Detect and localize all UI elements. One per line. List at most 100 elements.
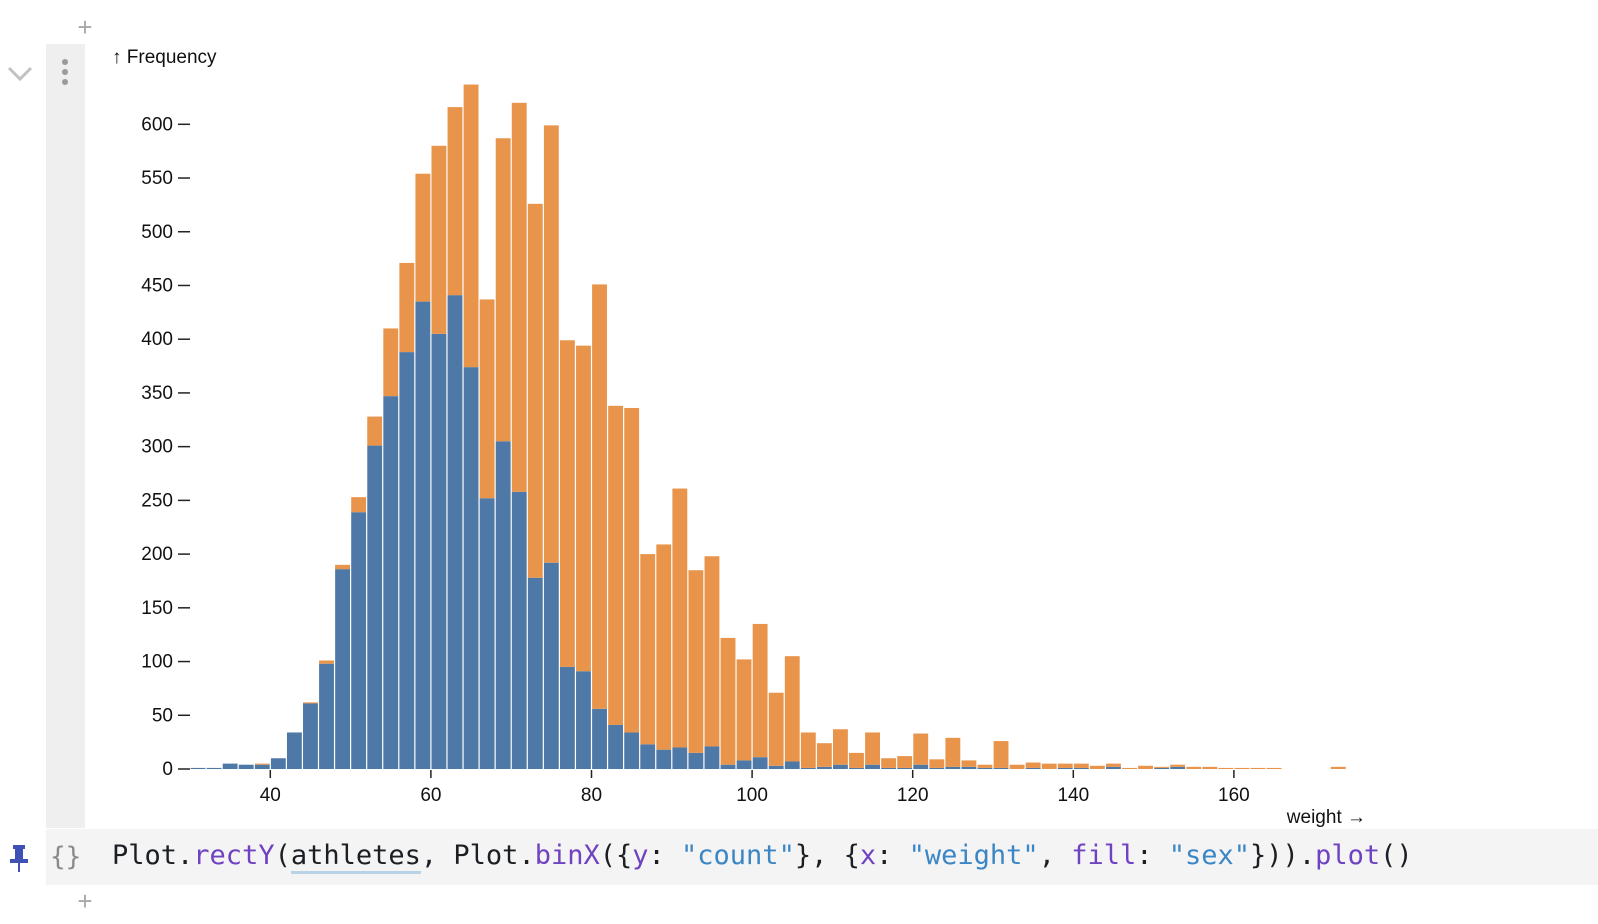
code-token: ,: [1038, 840, 1072, 871]
vertical-dots-icon[interactable]: [58, 58, 72, 88]
bar-male: [495, 441, 511, 769]
bar-female: [672, 488, 688, 748]
x-tick-label: 60: [420, 785, 441, 806]
bar-male: [1025, 767, 1041, 769]
bar-female: [254, 763, 270, 765]
y-tick-label: 250: [141, 490, 173, 511]
bar-female: [415, 173, 431, 302]
chevron-down-icon[interactable]: [6, 62, 34, 86]
bar-female: [1202, 766, 1218, 769]
code-token: })): [1250, 840, 1299, 871]
bar-male: [929, 767, 945, 769]
pin-icon[interactable]: [8, 843, 30, 873]
bar-male: [351, 512, 367, 769]
bar-female: [511, 102, 527, 492]
previous-cell-edge: [0, 0, 1598, 8]
bar-male: [383, 396, 399, 769]
bar-female: [1234, 767, 1250, 769]
bar-male: [961, 766, 977, 769]
code-token: :: [1136, 840, 1169, 871]
bar-female: [1250, 767, 1266, 769]
y-tick-label: 200: [141, 544, 173, 565]
bar-male: [559, 666, 575, 769]
x-axis-label: weight →: [1286, 807, 1366, 828]
bar-female: [399, 262, 415, 353]
bar-female: [720, 637, 736, 765]
bar-male: [784, 761, 800, 769]
bar-male: [238, 764, 254, 769]
bar-female: [1041, 763, 1057, 769]
bar-female: [816, 743, 832, 767]
bar-male: [977, 767, 993, 769]
bar-female: [1218, 767, 1234, 769]
code-token: :: [648, 840, 682, 871]
bar-female: [463, 84, 479, 368]
bar-female: [1186, 766, 1202, 769]
bar-female: [1009, 764, 1025, 769]
bar-female: [800, 732, 816, 768]
bar-male: [415, 301, 431, 769]
bar-male: [527, 577, 543, 769]
bar-male: [913, 764, 929, 769]
bar-female: [1170, 764, 1186, 767]
x-tick-label: 140: [1057, 785, 1089, 806]
bar-female: [479, 299, 495, 499]
y-tick-label: 600: [141, 114, 173, 135]
code-token: Plot: [112, 840, 178, 871]
bar-female: [913, 733, 929, 765]
bar-female: [303, 702, 318, 704]
y-tick-label: 450: [141, 275, 173, 296]
cell-gutter[interactable]: [46, 44, 85, 828]
bar-female: [865, 732, 880, 765]
bar-male: [768, 765, 784, 769]
bar-male: [463, 367, 479, 769]
code-token: (: [274, 840, 291, 871]
x-tick-label: 40: [260, 785, 281, 806]
bar-male: [945, 766, 961, 769]
code-editor[interactable]: [46, 829, 1598, 885]
bar-female: [592, 284, 607, 709]
bar-male: [993, 767, 1009, 769]
bar-male: [624, 732, 640, 769]
bar-female: [768, 692, 784, 766]
x-tick-label: 100: [736, 785, 768, 806]
add-cell-below-plus-icon[interactable]: +: [77, 886, 93, 916]
y-tick-label: 400: [141, 329, 173, 350]
bar-male: [576, 671, 591, 769]
bar-female: [319, 660, 334, 664]
code-token: "weight": [908, 840, 1039, 871]
x-tick-label: 160: [1218, 785, 1250, 806]
bar-male: [367, 445, 383, 769]
bar-male: [897, 767, 913, 769]
bar-female: [784, 656, 800, 762]
bar-female: [608, 405, 624, 725]
code-variable-athletes[interactable]: athletes: [290, 840, 421, 874]
bar-female: [688, 570, 704, 753]
bar-male: [849, 767, 864, 769]
bar-male: [399, 352, 415, 769]
bar-female: [1330, 766, 1346, 769]
bar-female: [961, 760, 977, 767]
code-token: .: [1298, 840, 1316, 871]
code-token: :: [876, 840, 909, 871]
bar-female: [1138, 765, 1153, 769]
bar-female: [383, 328, 399, 397]
bar-female: [335, 564, 350, 570]
y-tick-label: 0: [162, 759, 173, 780]
code-token: ({: [599, 840, 633, 871]
code-token: "count": [681, 840, 795, 871]
code-token: (): [1380, 840, 1413, 871]
bar-female: [1073, 763, 1089, 768]
code-line[interactable]: Plot.rectY(athletes, Plot.binX({y: "coun…: [112, 838, 1413, 874]
bar-female: [576, 345, 591, 672]
bar-female: [977, 764, 993, 768]
bar-male: [511, 491, 527, 769]
bar-male: [206, 767, 222, 769]
bar-male: [800, 767, 816, 769]
add-cell-above-plus-icon[interactable]: +: [77, 12, 93, 42]
bar-male: [865, 764, 880, 769]
y-tick-label: 50: [152, 705, 173, 726]
bar-male: [816, 766, 832, 769]
bar-female: [929, 759, 945, 768]
bar-female: [993, 741, 1009, 768]
